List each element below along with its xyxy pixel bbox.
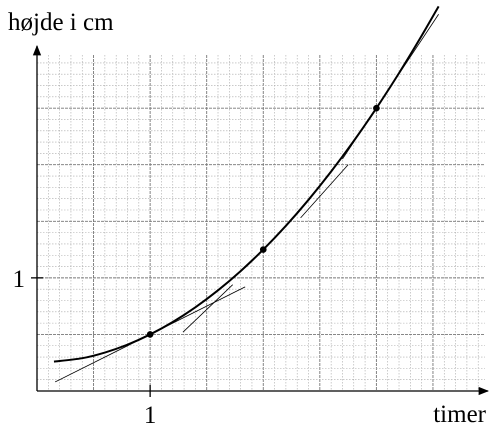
point bbox=[259, 246, 267, 253]
x-tick-label: 1 bbox=[144, 402, 157, 429]
y-axis-label: højde i cm bbox=[8, 9, 114, 36]
tangent-line bbox=[182, 284, 233, 333]
point bbox=[146, 331, 154, 338]
grid bbox=[37, 55, 485, 391]
y-tick-label: 1 bbox=[13, 266, 26, 293]
tangent-line bbox=[300, 164, 349, 219]
x-axis-label: timer bbox=[433, 401, 486, 428]
marks: 11 bbox=[13, 5, 440, 429]
point bbox=[373, 104, 380, 112]
curve bbox=[53, 5, 440, 363]
